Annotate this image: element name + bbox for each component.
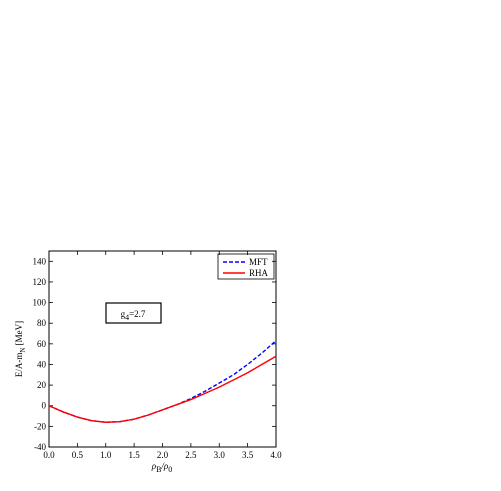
y-tick-label: 80 (37, 318, 47, 328)
legend-label: MFT (249, 257, 268, 267)
x-tick-label: 3.5 (242, 450, 254, 460)
x-tick-label: 0.0 (43, 450, 55, 460)
y-tick-label: 100 (33, 298, 47, 308)
plot-frame (48, 250, 277, 448)
annotation: g4=2.7 (121, 309, 146, 322)
y-tick-label: 20 (37, 380, 47, 390)
y-axis-label: E/A-mN [MeV] (14, 321, 27, 377)
x-tick-label: 3.0 (214, 450, 226, 460)
x-tick-label: 2.5 (185, 450, 197, 460)
x-axis-label: ρB/ρ0 (151, 461, 173, 474)
y-tick-label: 120 (33, 277, 47, 287)
annotation-box (105, 302, 162, 324)
x-tick-label: 4.0 (270, 450, 282, 460)
y-tick-label: 60 (37, 339, 47, 349)
x-tick-label: 1.0 (100, 450, 112, 460)
y-tick-label: 140 (33, 256, 47, 266)
x-tick-label: 1.5 (129, 450, 141, 460)
x-tick-label: 2.0 (157, 450, 169, 460)
legend-label: RHA (249, 268, 269, 278)
y-tick-label: 40 (37, 359, 47, 369)
legend-box (217, 253, 275, 280)
series-line (48, 355, 277, 423)
x-tick-label: 0.5 (72, 450, 84, 460)
y-tick-label: -20 (34, 421, 46, 431)
y-tick-label: -40 (34, 442, 46, 452)
y-tick-label: 0 (42, 401, 47, 411)
